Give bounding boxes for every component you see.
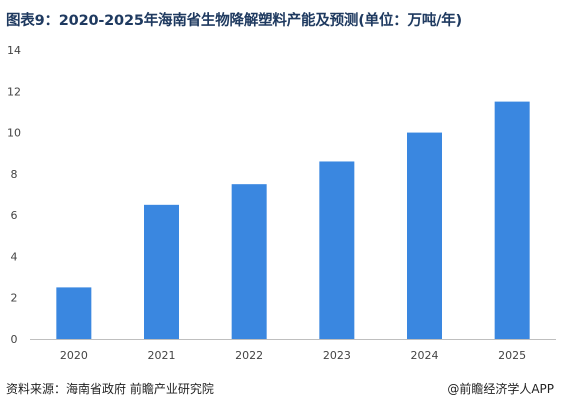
x-tick-label: 2023 bbox=[323, 349, 351, 362]
bar-2023 bbox=[319, 161, 355, 339]
y-tick-label: 4 bbox=[11, 250, 18, 263]
y-axis-ticks: 0 2 4 6 8 10 12 14 bbox=[7, 44, 21, 346]
x-tick-label: 2025 bbox=[498, 349, 526, 362]
bar-2022 bbox=[231, 184, 267, 339]
x-tick-label: 2020 bbox=[60, 349, 88, 362]
y-tick-label: 14 bbox=[7, 44, 21, 57]
bar-2020 bbox=[56, 287, 92, 339]
credit-note: @前瞻经济学人APP bbox=[447, 382, 554, 396]
bar-2021 bbox=[144, 204, 179, 339]
bar-2025 bbox=[494, 101, 530, 339]
bars bbox=[56, 101, 530, 339]
y-tick-label: 12 bbox=[7, 85, 21, 98]
chart-title: 图表9：2020-2025年海南省生物降解塑料产能及预测(单位：万吨/年) bbox=[6, 13, 462, 29]
bar-2024 bbox=[407, 132, 442, 339]
y-tick-label: 2 bbox=[11, 292, 18, 305]
y-tick-label: 0 bbox=[11, 333, 18, 346]
y-tick-label: 6 bbox=[11, 209, 18, 222]
y-tick-label: 8 bbox=[11, 168, 18, 181]
x-tick-label: 2024 bbox=[411, 349, 439, 362]
y-tick-label: 10 bbox=[7, 127, 21, 140]
x-axis-ticks: 2020 2021 2022 2023 2024 2025 bbox=[60, 349, 526, 362]
source-note: 资料来源：海南省政府 前瞻产业研究院 bbox=[6, 382, 214, 396]
x-tick-label: 2021 bbox=[148, 349, 176, 362]
x-tick-label: 2022 bbox=[235, 349, 263, 362]
